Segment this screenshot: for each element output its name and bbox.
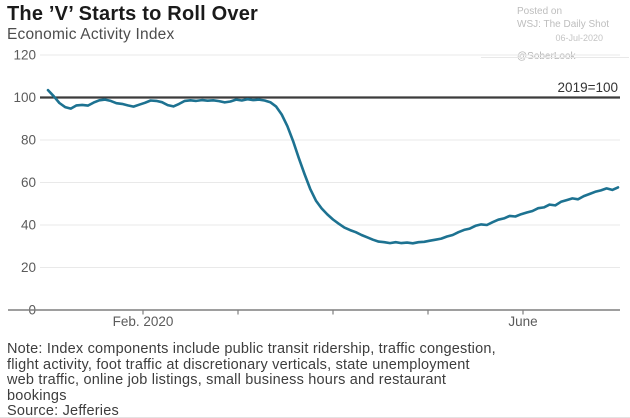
y-tick-label: 40 bbox=[21, 218, 36, 233]
footnote: Note: Index components include public tr… bbox=[7, 341, 627, 418]
reference-line-label: 2019=100 bbox=[558, 80, 618, 95]
attribution-date: 06-Jul-2020 bbox=[555, 33, 603, 43]
footnote-line: bookings bbox=[7, 387, 67, 404]
attribution-publication: WSJ: The Daily Shot bbox=[517, 18, 610, 30]
footnote-line: Note: Index components include public tr… bbox=[7, 341, 496, 357]
y-tick-label: 60 bbox=[21, 175, 36, 190]
activity-index-line bbox=[46, 88, 620, 245]
x-axis bbox=[8, 309, 620, 315]
y-tick-label: 20 bbox=[21, 260, 36, 275]
y-tick-label: 80 bbox=[21, 133, 36, 148]
attribution-handle: @SoberLook bbox=[517, 50, 576, 62]
gridlines bbox=[40, 54, 620, 268]
attribution-block: Posted on WSJ: The Daily Shot 06-Jul-202… bbox=[517, 6, 610, 63]
x-tick-label: Feb. 2020 bbox=[113, 314, 174, 329]
y-tick-label: 100 bbox=[13, 90, 36, 105]
x-axis-labels: Feb. 2020 June bbox=[113, 314, 538, 329]
chart-subtitle: Economic Activity Index bbox=[7, 26, 175, 43]
source-label: Source: Jefferies bbox=[7, 403, 119, 418]
x-tick-label: June bbox=[508, 314, 537, 329]
y-tick-label: 120 bbox=[13, 48, 36, 63]
page-title: The ’V’ Starts to Roll Over bbox=[7, 3, 259, 25]
attribution-divider bbox=[481, 57, 629, 58]
footnote-line: flight activity, foot traffic at discret… bbox=[7, 356, 470, 373]
attribution-posted-on: Posted on bbox=[517, 6, 563, 17]
footnote-line: web traffic, online job listings, small … bbox=[7, 372, 447, 389]
